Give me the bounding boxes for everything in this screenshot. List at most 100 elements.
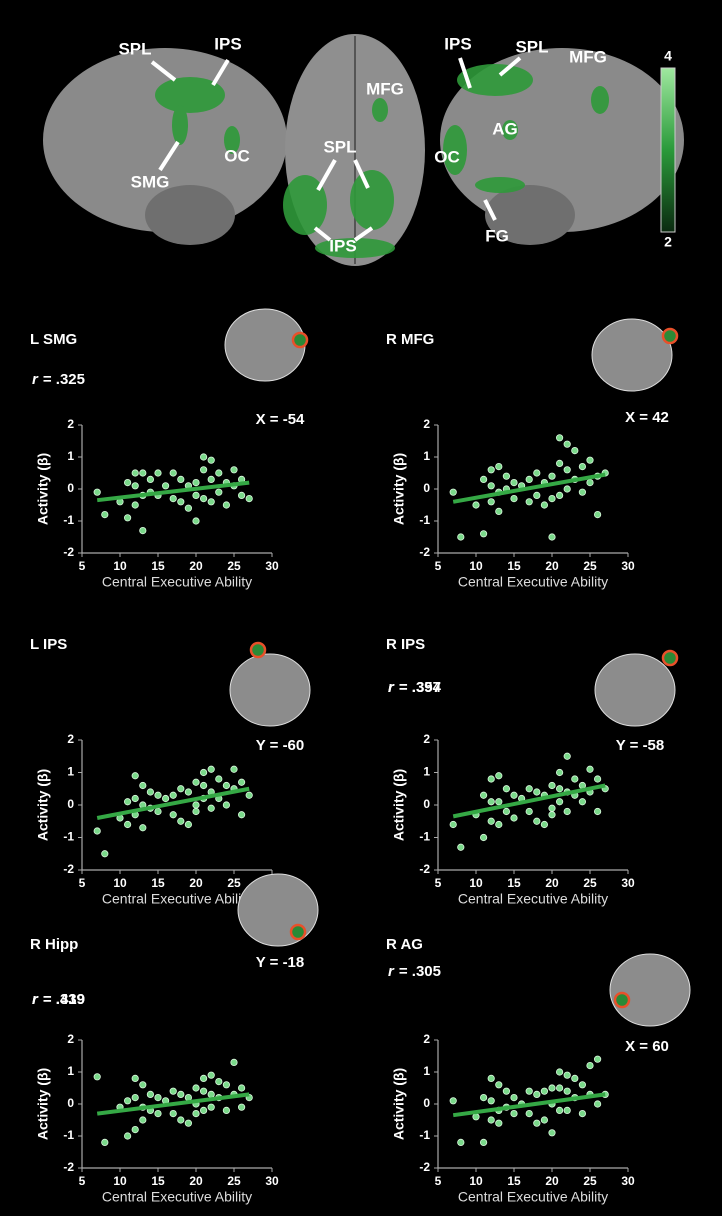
data-point — [245, 494, 253, 503]
data-point — [124, 1097, 132, 1105]
data-point — [169, 1110, 177, 1118]
x-tick-label: 25 — [227, 876, 241, 890]
data-point — [525, 785, 533, 793]
data-point — [555, 491, 564, 499]
data-point — [555, 1068, 564, 1076]
data-point — [124, 478, 132, 487]
data-point — [177, 785, 185, 793]
brain-thumbnail — [229, 653, 311, 727]
x-tick-label: 25 — [583, 559, 597, 573]
data-point — [146, 788, 154, 796]
x-tick-label: 25 — [227, 1174, 241, 1188]
data-point — [525, 498, 533, 506]
region-label: SPL — [118, 39, 151, 58]
x-tick-label: 20 — [189, 559, 203, 573]
data-point — [548, 472, 556, 480]
data-point — [154, 469, 162, 477]
data-point — [131, 501, 139, 509]
region-label: OC — [434, 147, 460, 166]
data-point — [207, 498, 215, 506]
data-point — [593, 1055, 602, 1063]
y-tick-label: 2 — [67, 732, 74, 746]
data-point — [548, 494, 556, 503]
data-point — [510, 791, 518, 799]
stat-symbol: r — [32, 991, 39, 1008]
data-point — [502, 1087, 510, 1095]
region-label: MFG — [569, 47, 607, 66]
data-point — [495, 798, 503, 806]
data-point — [495, 1081, 503, 1089]
data-point — [472, 501, 480, 509]
data-point — [222, 1081, 230, 1089]
data-point — [457, 1138, 465, 1147]
x-tick-label: 30 — [265, 559, 279, 573]
data-point — [93, 1073, 101, 1081]
data-point — [479, 1094, 488, 1102]
x-tick-label: 25 — [583, 1174, 597, 1188]
data-point — [487, 498, 495, 506]
trend-line — [96, 1092, 250, 1116]
data-point — [487, 798, 495, 806]
slice-coordinate: Y = -58 — [616, 737, 665, 754]
x-tick-label: 25 — [227, 559, 241, 573]
data-point — [563, 1087, 571, 1095]
data-point — [93, 488, 101, 496]
x-tick-label: 20 — [545, 1174, 559, 1188]
data-point — [578, 798, 587, 806]
brain-thumbnail — [594, 653, 676, 727]
data-point — [131, 794, 139, 803]
data-point — [571, 1074, 579, 1083]
x-tick-label: 15 — [507, 1174, 521, 1188]
data-point — [184, 504, 192, 512]
data-point — [495, 772, 503, 780]
trend-line — [452, 472, 606, 504]
stat-value: = .305 — [399, 963, 441, 980]
data-point — [525, 1110, 533, 1118]
x-axis-title: Central Executive Ability — [458, 574, 608, 590]
y-tick-label: -2 — [63, 1160, 74, 1174]
slice-coordinate: Y = -18 — [256, 954, 305, 971]
y-tick-label: 0 — [423, 481, 430, 495]
data-point — [487, 817, 495, 825]
data-point — [487, 466, 495, 474]
data-point — [169, 811, 177, 819]
data-point — [555, 768, 564, 777]
data-point — [495, 820, 503, 829]
data-point — [215, 469, 223, 477]
data-point — [540, 820, 549, 829]
data-point — [200, 768, 208, 777]
slice-coordinate: X = 60 — [625, 1038, 669, 1055]
data-point — [192, 778, 200, 786]
data-point — [230, 466, 238, 474]
data-point — [101, 850, 109, 858]
region-label: SPL — [515, 37, 548, 56]
x-tick-label: 10 — [113, 559, 127, 573]
data-point — [230, 765, 238, 773]
y-tick-label: -1 — [419, 513, 430, 527]
data-point — [578, 1110, 587, 1118]
y-tick-label: -1 — [63, 1128, 74, 1142]
x-tick-label: 20 — [189, 876, 203, 890]
colorbar — [660, 67, 676, 233]
data-point — [571, 446, 579, 455]
data-point — [563, 466, 571, 474]
data-point — [533, 788, 541, 796]
x-axis-title: Central Executive Ability — [102, 1189, 252, 1205]
data-point — [457, 533, 465, 541]
data-point — [124, 514, 132, 522]
data-point — [578, 1081, 587, 1089]
data-point — [177, 817, 185, 825]
stat-value: = .397 — [399, 679, 441, 696]
x-tick-label: 5 — [79, 876, 86, 890]
y-tick-label: 0 — [67, 1096, 74, 1110]
data-point — [169, 1087, 177, 1095]
y-axis-title: Activity (β) — [391, 769, 407, 841]
data-point — [207, 1090, 215, 1099]
y-tick-label: 1 — [423, 449, 430, 463]
data-point — [533, 1119, 541, 1127]
stat-annotation: r = .305 — [388, 963, 441, 980]
data-point — [154, 807, 162, 816]
data-point — [495, 462, 503, 471]
